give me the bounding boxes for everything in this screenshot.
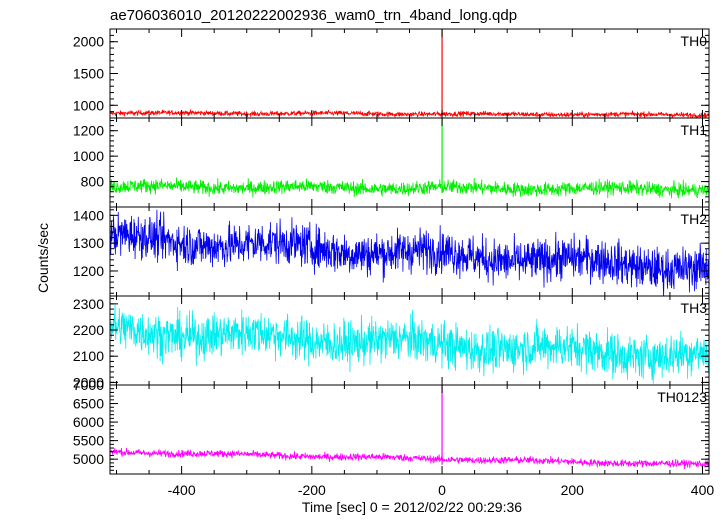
y-tick-label: 2300 [73,296,104,312]
y-tick-label: 2100 [73,348,104,364]
x-tick-label: 400 [691,482,715,498]
x-tick-label: -400 [168,482,196,498]
y-tick-label: 1200 [73,123,104,139]
y-tick-label: 2000 [73,374,104,390]
panel-th1: 800 1000 1200 TH1 [73,117,710,208]
chart-title: ae706036010_20120222002936_wam0_trn_4ban… [110,7,517,24]
y-tick-label: 800 [81,174,105,190]
panel-label: TH0 [681,33,708,49]
y-axis-label: Counts/sec [35,223,51,293]
y-tick-label: 1000 [73,148,104,164]
x-tick-label: -200 [298,482,326,498]
panel-frame [109,28,710,119]
x-tick-label: 0 [438,482,446,498]
y-tick-label: 1200 [73,263,104,279]
series-line-th0123 [110,447,709,470]
panel-label: TH1 [681,122,708,138]
panel-label: TH0123 [657,389,707,405]
y-tick-label: 7000 [73,377,104,393]
panel-th2: 1200 1300 1400 TH2 [73,206,710,297]
panel-frame [109,117,710,208]
series-line-th2 [110,209,709,296]
panel-label: TH2 [681,211,708,227]
y-tick-label: 1400 [73,207,104,223]
panel-label: TH3 [681,300,708,316]
y-tick-label: 1000 [73,97,104,113]
panel-th3: 2000 2100 2200 2300 TH3 [73,295,710,390]
y-tick-label: 2200 [73,322,104,338]
series-line-th3 [110,304,709,384]
x-tick-label: 200 [561,482,585,498]
panel-th0123: 5000 5500 6000 6500 7000 TH0123 [73,377,710,475]
series-line-th1 [110,177,709,199]
y-tick-label: 6500 [73,396,104,412]
panel-th0: 1000 1500 2000 TH0 [73,28,710,119]
y-tick-label: 1500 [73,66,104,82]
y-tick-label: 5500 [73,433,104,449]
y-tick-label: 6000 [73,414,104,430]
panel-frame [109,384,710,475]
y-tick-label: 5000 [73,451,104,467]
y-tick-label: 2000 [73,34,104,50]
y-tick-label: 1300 [73,235,104,251]
x-axis-label: Time [sec] 0 = 2012/02/22 00:29:36 [302,499,522,515]
